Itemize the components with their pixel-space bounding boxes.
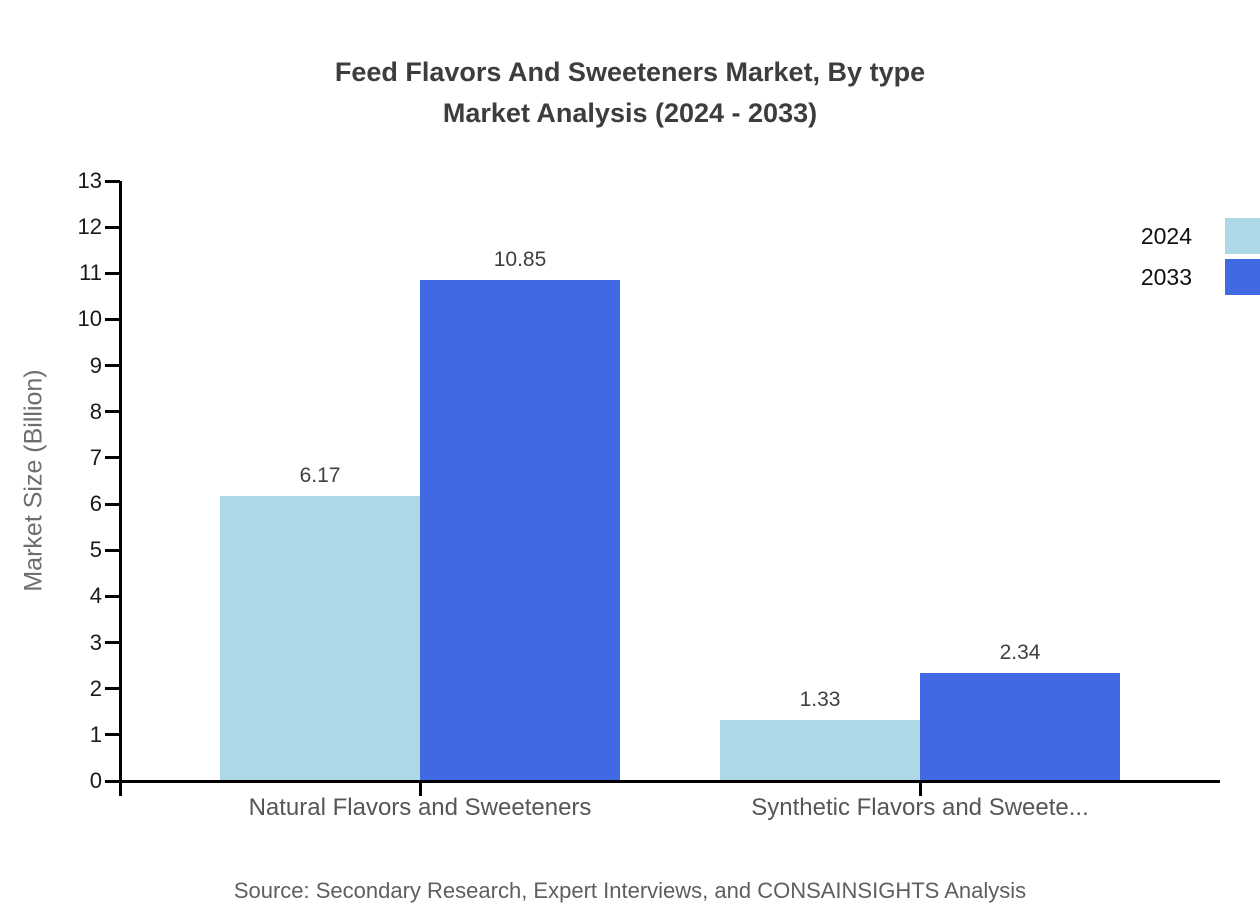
y-tick-label: 2	[89, 675, 102, 701]
y-tick-label: 6	[89, 491, 102, 517]
y-tick-mark	[105, 364, 120, 368]
y-tick-mark	[105, 179, 120, 183]
y-tick-mark	[105, 271, 120, 275]
y-tick-label: 11	[79, 260, 102, 286]
bar-2024-1	[720, 719, 920, 781]
y-tick-label: 13	[77, 168, 102, 193]
legend-item-2024: 2024	[1112, 218, 1260, 254]
chart-title-line-2: Market Analysis (2024 - 2033)	[442, 98, 818, 128]
y-tick-mark	[105, 548, 120, 552]
value-label: 10.85	[493, 248, 547, 272]
y-tick-mark	[105, 687, 120, 691]
y-tick-mark	[105, 594, 120, 598]
y-tick-label: 10	[77, 306, 102, 332]
bar-2033-1	[920, 673, 1120, 781]
chart-title: Feed Flavors And Sweeteners Market, By t…	[80, 52, 1180, 134]
legend-swatch-2033	[1225, 259, 1260, 295]
source-note: Source: Secondary Research, Expert Inter…	[233, 878, 1027, 903]
y-tick-label: 3	[89, 629, 102, 655]
y-tick-label: 7	[89, 444, 102, 470]
y-tick-mark	[105, 317, 120, 321]
legend-label: 2033	[1140, 263, 1192, 290]
y-tick-mark	[105, 410, 120, 414]
y-tick-mark	[105, 456, 120, 460]
y-axis-title: Market Size (Billion)	[19, 369, 48, 592]
y-tick-mark	[105, 502, 120, 506]
legend-label: 2024	[1140, 222, 1192, 249]
value-label: 1.33	[799, 687, 841, 711]
y-tick-mark	[105, 225, 120, 229]
y-tick-mark	[105, 641, 120, 645]
y-tick-label: 4	[89, 583, 102, 609]
y-tick-label: 5	[89, 537, 102, 563]
bar-2033-0	[420, 280, 620, 781]
y-tick-label: 0	[89, 768, 102, 793]
chart-title-line-1: Feed Flavors And Sweeteners Market, By t…	[334, 57, 926, 87]
y-tick-label: 12	[77, 214, 102, 240]
x-category-label: Synthetic Flavors and Sweete...	[751, 794, 1089, 821]
x-category-label: Natural Flavors and Sweeteners	[248, 794, 592, 821]
y-tick-label: 1	[89, 721, 102, 747]
x-tick-mark	[418, 781, 422, 796]
y-axis-line	[118, 181, 122, 796]
legend-item-2033: 2033	[1112, 259, 1260, 295]
legend-swatch-2024	[1225, 218, 1260, 254]
value-label: 2.34	[999, 641, 1041, 664]
y-tick-mark	[105, 733, 120, 737]
bar-2024-0	[220, 496, 420, 781]
y-tick-label: 9	[89, 352, 102, 378]
y-tick-label: 8	[89, 398, 102, 424]
x-tick-mark	[918, 781, 922, 796]
x-axis-line	[120, 779, 1220, 783]
value-label: 6.17	[299, 464, 341, 488]
y-tick-mark	[105, 779, 120, 783]
